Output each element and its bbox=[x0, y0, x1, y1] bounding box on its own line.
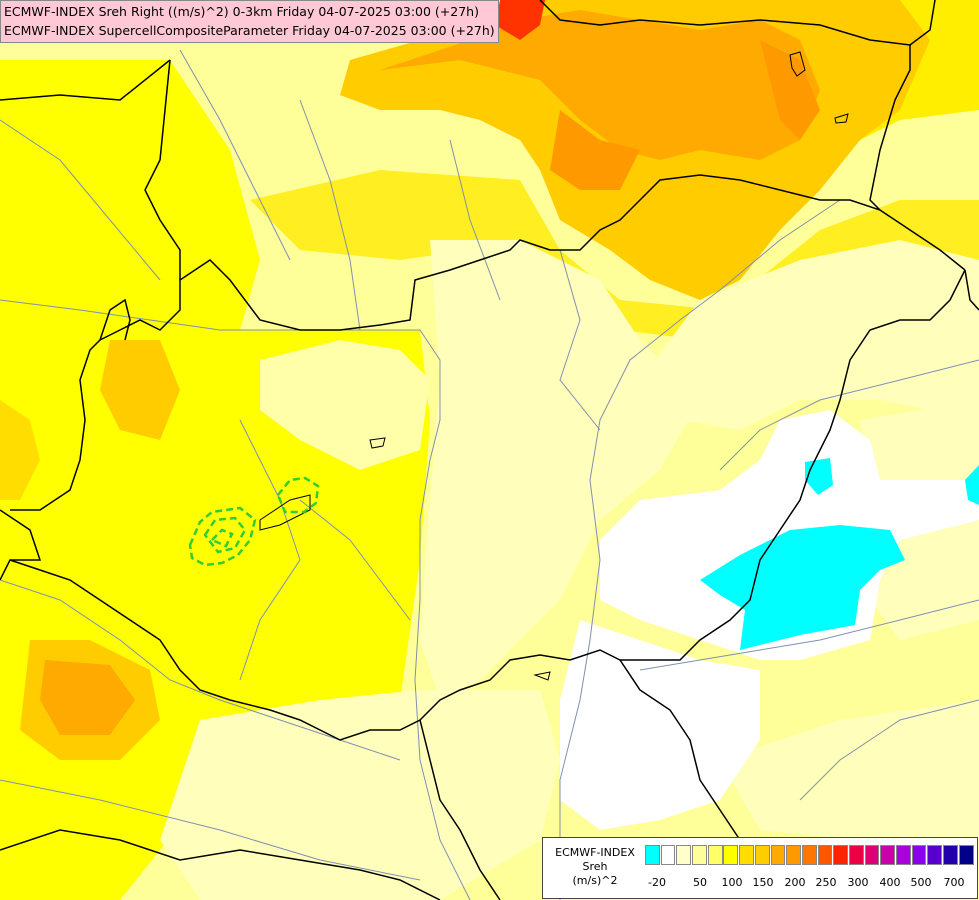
shade-pale-inner bbox=[260, 340, 430, 470]
river-north2 bbox=[299, 99, 361, 331]
legend-title-line-3: (m/s)^2 bbox=[572, 874, 618, 887]
border-serbia-romania bbox=[619, 659, 761, 871]
legend-title-line-1: ECMWF-INDEX bbox=[555, 846, 635, 859]
legend-swatch bbox=[676, 845, 692, 865]
legend-swatch bbox=[645, 845, 660, 865]
shade-orange-core bbox=[380, 10, 820, 160]
legend-tick-label: 300 bbox=[847, 876, 869, 889]
border-hungary-east bbox=[9, 269, 966, 741]
rivers bbox=[0, 49, 979, 900]
legend-swatch bbox=[943, 845, 958, 865]
river-tisza bbox=[559, 199, 841, 900]
legend-swatch bbox=[833, 845, 849, 865]
border-romania-north bbox=[964, 269, 979, 311]
border-serbia bbox=[419, 719, 501, 900]
legend-swatch bbox=[817, 845, 833, 865]
shade-orange-sw-core bbox=[40, 660, 135, 735]
legend-tick-label: 400 bbox=[879, 876, 901, 889]
legend-swatch bbox=[896, 845, 911, 865]
shade-pale-south bbox=[160, 690, 560, 900]
shade-orange-west-edge bbox=[0, 400, 40, 500]
legend-tick-label: 150 bbox=[752, 876, 774, 889]
legend-swatch bbox=[786, 845, 801, 865]
river-sava bbox=[0, 779, 421, 881]
river-north1 bbox=[179, 49, 291, 261]
border-bosnia bbox=[0, 829, 441, 900]
scp-contour-2 bbox=[188, 506, 257, 567]
legend-tick-label: 700 bbox=[943, 876, 965, 889]
legend-swatch bbox=[754, 845, 770, 865]
river-mures bbox=[639, 599, 979, 671]
legend-swatch bbox=[739, 845, 754, 865]
lake-small-3 bbox=[834, 113, 849, 124]
lake-small-4 bbox=[533, 671, 551, 681]
scp-contour-3 bbox=[203, 516, 247, 554]
border-slovakia-poland bbox=[539, 0, 936, 46]
legend-swatch bbox=[880, 845, 896, 865]
river-west1 bbox=[0, 119, 161, 281]
shade-red-top bbox=[495, 0, 545, 40]
river-north3 bbox=[449, 139, 501, 301]
legend-swatch bbox=[723, 845, 739, 865]
header-line-sreh: ECMWF-INDEX Sreh Right ((m/s)^2) 0-3km F… bbox=[4, 4, 479, 19]
lake-balaton bbox=[259, 494, 311, 531]
river-east2 bbox=[799, 699, 979, 801]
legend-ticks: -20 50 100 150 200 250 300 400 500 700 bbox=[645, 876, 975, 890]
shade-white-south bbox=[560, 620, 760, 830]
river-west2 bbox=[239, 419, 301, 681]
legend-swatches bbox=[645, 845, 974, 865]
color-legend: ECMWF-INDEX Sreh (m/s)^2 -20 50 100 150 200 2… bbox=[542, 837, 978, 899]
shade-cyan-main bbox=[700, 525, 905, 650]
map-header: ECMWF-INDEX Sreh Right ((m/s)^2) 0-3km F… bbox=[0, 0, 499, 43]
border-austria bbox=[0, 59, 171, 101]
shade-cyan-edge bbox=[965, 465, 979, 505]
legend-tick-label: 250 bbox=[815, 876, 837, 889]
shade-pale-east bbox=[640, 240, 979, 430]
border-croatia-south bbox=[0, 509, 42, 581]
legend-swatch bbox=[770, 845, 786, 865]
legend-tick-label: -20 bbox=[648, 876, 666, 889]
border-slovakia-west bbox=[144, 59, 181, 280]
legend-swatch bbox=[927, 845, 943, 865]
legend-swatch bbox=[848, 845, 864, 865]
legend-swatch bbox=[707, 845, 723, 865]
legend-tick-label: 200 bbox=[784, 876, 806, 889]
river-east1 bbox=[719, 359, 979, 471]
legend-tick-label: 50 bbox=[693, 876, 707, 889]
shade-orange-deep2 bbox=[760, 40, 820, 140]
legend-swatch bbox=[801, 845, 817, 865]
lake-small-2 bbox=[789, 51, 806, 77]
legend-title-line-2: Sreh bbox=[582, 860, 608, 873]
lake-small-1 bbox=[369, 437, 386, 449]
legend-swatch bbox=[864, 845, 880, 865]
lakes bbox=[259, 51, 849, 681]
legend-tick-label: 100 bbox=[721, 876, 743, 889]
shade-orange-deep bbox=[550, 110, 640, 190]
river-west3 bbox=[299, 499, 411, 621]
river-danube bbox=[0, 299, 471, 900]
border-slovakia-hungary-w bbox=[99, 298, 131, 341]
legend-title: ECMWF-INDEX Sreh (m/s)^2 bbox=[547, 846, 643, 888]
border-ukraine bbox=[869, 45, 911, 211]
scp-contours bbox=[188, 476, 320, 567]
river-north4 bbox=[559, 249, 601, 431]
shade-orange-west bbox=[100, 340, 180, 440]
river-drava bbox=[0, 579, 401, 761]
legend-swatch bbox=[958, 845, 974, 865]
border-hungary-north bbox=[99, 174, 966, 341]
legend-swatch bbox=[911, 845, 927, 865]
shade-pale-center bbox=[420, 240, 700, 700]
legend-swatch bbox=[660, 845, 676, 865]
scp-contour-1 bbox=[276, 476, 320, 514]
shade-pale-farsouth bbox=[720, 700, 979, 840]
header-line-scp: ECMWF-INDEX SupercellCompositeParameter … bbox=[4, 23, 495, 38]
legend-tick-label: 500 bbox=[910, 876, 932, 889]
scp-contour-4 bbox=[209, 528, 234, 548]
legend-swatch bbox=[692, 845, 707, 865]
border-slovenia-croatia bbox=[10, 339, 101, 511]
